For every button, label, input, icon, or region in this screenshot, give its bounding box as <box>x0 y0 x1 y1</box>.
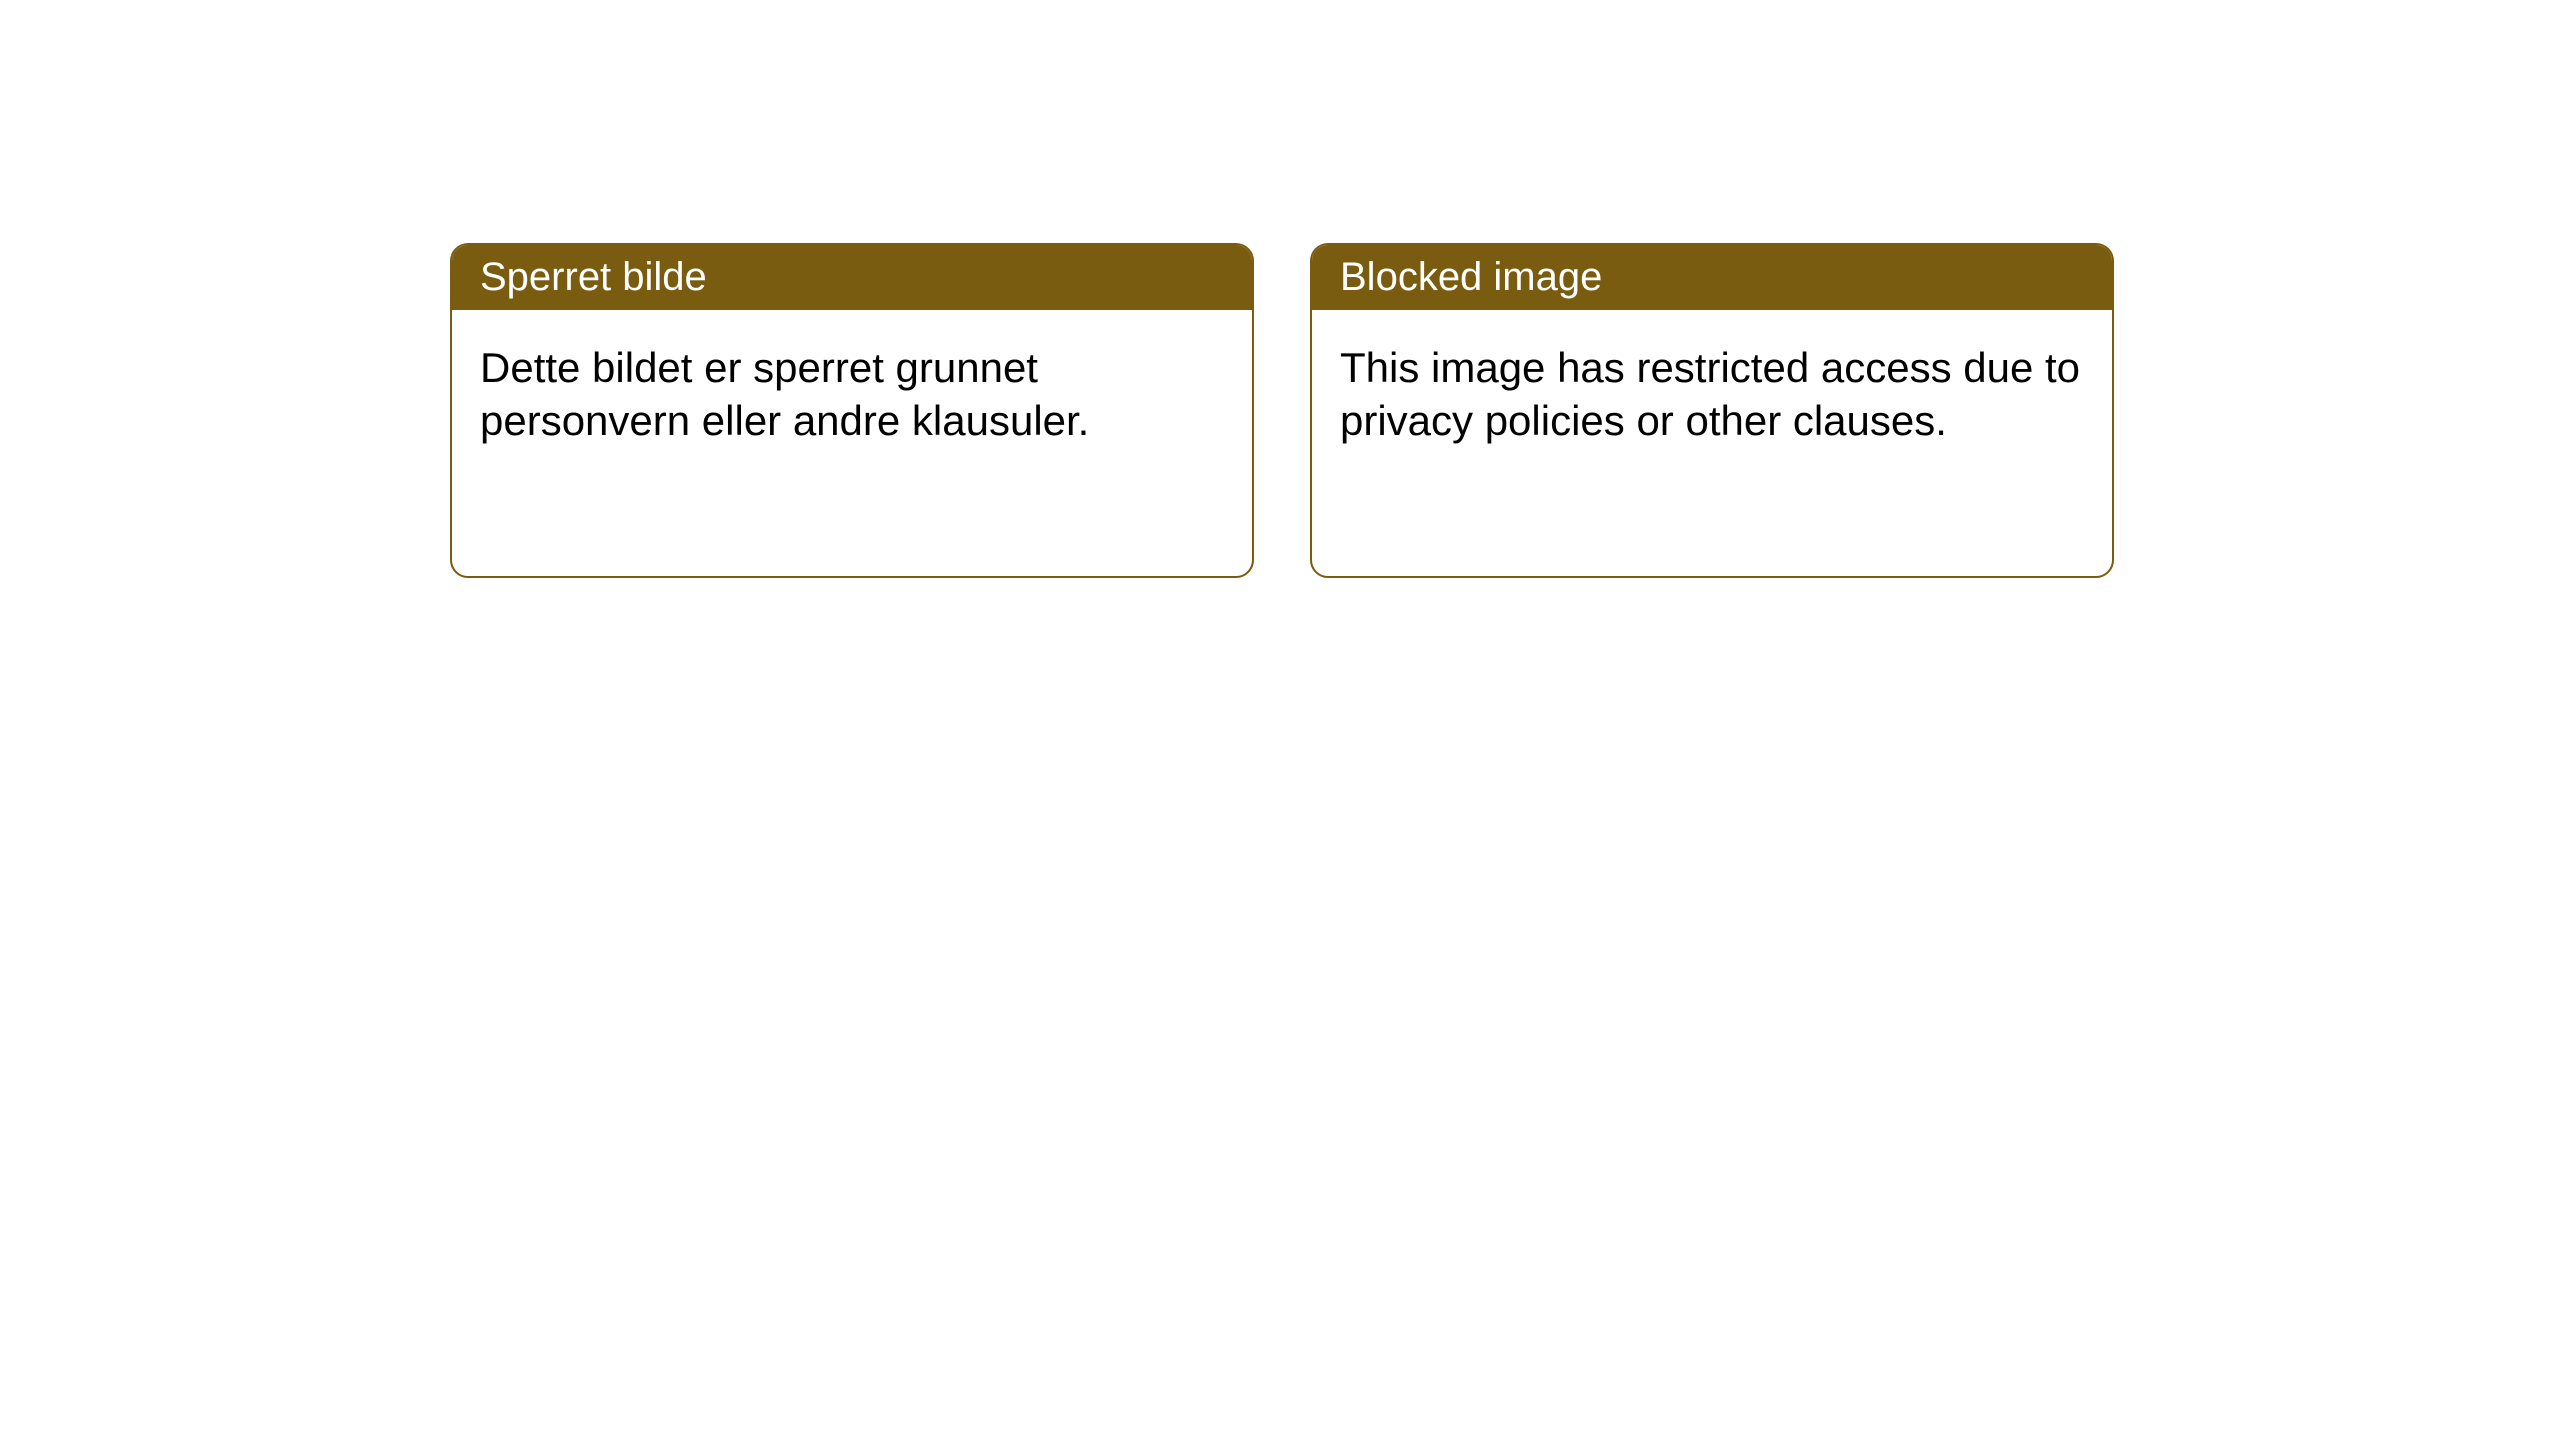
notice-text: Dette bildet er sperret grunnet personve… <box>480 344 1089 444</box>
notice-text: This image has restricted access due to … <box>1340 344 2080 444</box>
notice-header-norwegian: Sperret bilde <box>452 245 1252 310</box>
notice-card-english: Blocked image This image has restricted … <box>1310 243 2114 578</box>
notice-body-norwegian: Dette bildet er sperret grunnet personve… <box>452 310 1252 479</box>
notice-body-english: This image has restricted access due to … <box>1312 310 2112 479</box>
notice-card-norwegian: Sperret bilde Dette bildet er sperret gr… <box>450 243 1254 578</box>
notice-container: Sperret bilde Dette bildet er sperret gr… <box>0 0 2560 578</box>
notice-header-english: Blocked image <box>1312 245 2112 310</box>
notice-title: Sperret bilde <box>480 255 707 299</box>
notice-title: Blocked image <box>1340 255 1602 299</box>
